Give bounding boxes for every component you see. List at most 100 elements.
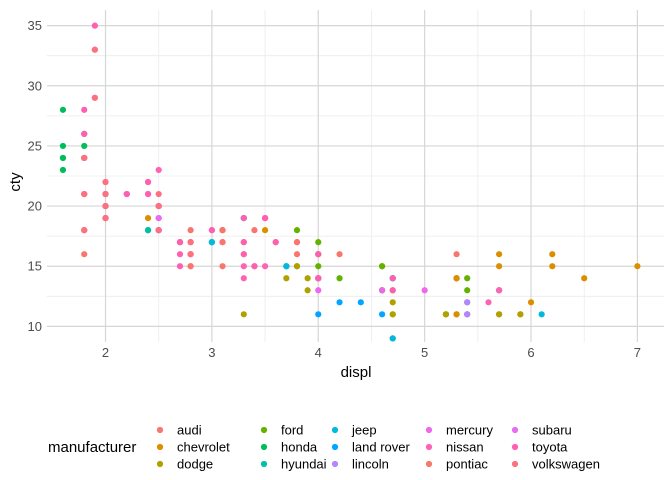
point-nissan xyxy=(496,287,503,294)
point-dodge xyxy=(389,299,396,306)
point-volkswagen xyxy=(81,154,88,162)
point-chevrolet xyxy=(634,263,641,270)
point-volkswagen xyxy=(91,46,98,53)
point-jeep xyxy=(538,311,545,318)
point-toyota xyxy=(261,215,269,222)
point-chevrolet xyxy=(581,275,588,282)
legend-label-jeep: jeep xyxy=(351,423,377,438)
x-tick-label: 7 xyxy=(634,345,641,360)
point-toyota xyxy=(240,251,247,258)
legend-label-pontiac: pontiac xyxy=(446,457,488,472)
point-pontiac xyxy=(453,251,460,258)
point-honda xyxy=(59,106,67,113)
point-nissan xyxy=(155,166,162,174)
point-chevrolet xyxy=(496,251,503,258)
y-tick-label: 25 xyxy=(28,138,42,153)
point-toyota xyxy=(81,130,88,137)
point-toyota xyxy=(208,227,215,234)
point-toyota xyxy=(240,215,247,222)
point-jeep xyxy=(389,335,396,342)
point-ford xyxy=(315,263,322,270)
point-toyota xyxy=(315,275,322,282)
point-chevrolet xyxy=(453,311,460,318)
point-dodge xyxy=(283,275,290,282)
x-tick-label: 2 xyxy=(102,345,109,360)
point-pontiac xyxy=(293,239,301,246)
point-dodge xyxy=(496,311,503,318)
point-dodge xyxy=(304,287,311,294)
x-tick-label: 6 xyxy=(527,345,534,360)
legend-key-audi xyxy=(156,426,164,434)
point-ford xyxy=(336,275,343,282)
legend-key-toyota xyxy=(511,443,519,451)
point-honda xyxy=(59,142,67,150)
y-tick-label: 20 xyxy=(28,199,42,214)
point-audi xyxy=(187,263,194,270)
legend-label-ford: ford xyxy=(281,423,303,438)
legend-key-subaru xyxy=(511,426,519,434)
legend-label-volkswagen: volkswagen xyxy=(532,457,600,472)
point-chevrolet xyxy=(527,299,535,306)
point-mercury xyxy=(378,287,386,294)
x-tick-label: 3 xyxy=(208,345,215,360)
y-tick-label: 35 xyxy=(28,18,42,33)
point-dodge xyxy=(442,311,450,318)
legend-label-land-rover: land rover xyxy=(352,440,410,455)
point-nissan xyxy=(261,263,269,270)
point-toyota xyxy=(389,287,396,294)
legend-label-subaru: subaru xyxy=(532,423,572,438)
legend-key-nissan xyxy=(425,443,433,451)
legend-key-mercury xyxy=(425,426,433,434)
point-pontiac xyxy=(219,227,226,234)
legend-key-land-rover xyxy=(331,443,339,451)
point-chevrolet xyxy=(549,263,556,270)
x-axis-ticks: 2 3 4 5 6 7 xyxy=(102,345,641,360)
point-ford xyxy=(378,263,386,270)
data-points xyxy=(59,22,641,342)
point-honda xyxy=(59,166,67,174)
legend-label-hyundai: hyundai xyxy=(281,457,327,472)
point-audi xyxy=(219,239,226,246)
legend-label-mercury: mercury xyxy=(446,423,493,438)
point-honda xyxy=(81,142,88,150)
legend-label-nissan: nissan xyxy=(446,440,484,455)
point-chevrolet xyxy=(549,251,556,258)
y-tick-label: 15 xyxy=(28,259,42,274)
y-axis-title: cty xyxy=(7,172,24,192)
legend-key-lincoln xyxy=(331,460,339,468)
point-audi xyxy=(219,263,226,270)
point-land-rover xyxy=(336,299,343,306)
point-dodge xyxy=(389,311,396,318)
legend-key-pontiac xyxy=(425,460,433,468)
point-volkswagen xyxy=(187,251,194,258)
point-volkswagen xyxy=(81,190,88,198)
point-chevrolet xyxy=(496,263,503,270)
point-ford xyxy=(464,275,471,282)
point-chevrolet xyxy=(453,275,460,282)
point-audi xyxy=(187,227,194,234)
point-ford xyxy=(293,227,301,234)
point-volkswagen xyxy=(187,239,194,246)
point-volkswagen xyxy=(91,94,98,101)
point-volkswagen xyxy=(102,202,109,210)
point-dodge xyxy=(240,311,247,318)
x-tick-label: 5 xyxy=(421,345,428,360)
point-land-rover xyxy=(357,299,364,306)
point-pontiac xyxy=(251,227,258,234)
point-honda xyxy=(59,154,67,162)
point-toyota xyxy=(81,106,88,113)
point-toyota xyxy=(176,263,184,270)
point-toyota xyxy=(91,22,98,29)
point-audi xyxy=(336,251,343,258)
y-tick-label: 10 xyxy=(28,319,42,334)
point-nissan xyxy=(240,275,247,282)
point-volkswagen xyxy=(155,190,162,198)
legend-key-volkswagen xyxy=(511,460,519,468)
legend-label-toyota: toyota xyxy=(532,440,568,455)
x-tick-label: 4 xyxy=(315,345,322,360)
x-axis-title: displ xyxy=(341,364,372,381)
legend-items: audi chevrolet dodge ford honda hyundai jeep la… xyxy=(156,423,600,472)
legend-key-hyundai xyxy=(260,460,268,468)
point-audi xyxy=(81,251,88,258)
